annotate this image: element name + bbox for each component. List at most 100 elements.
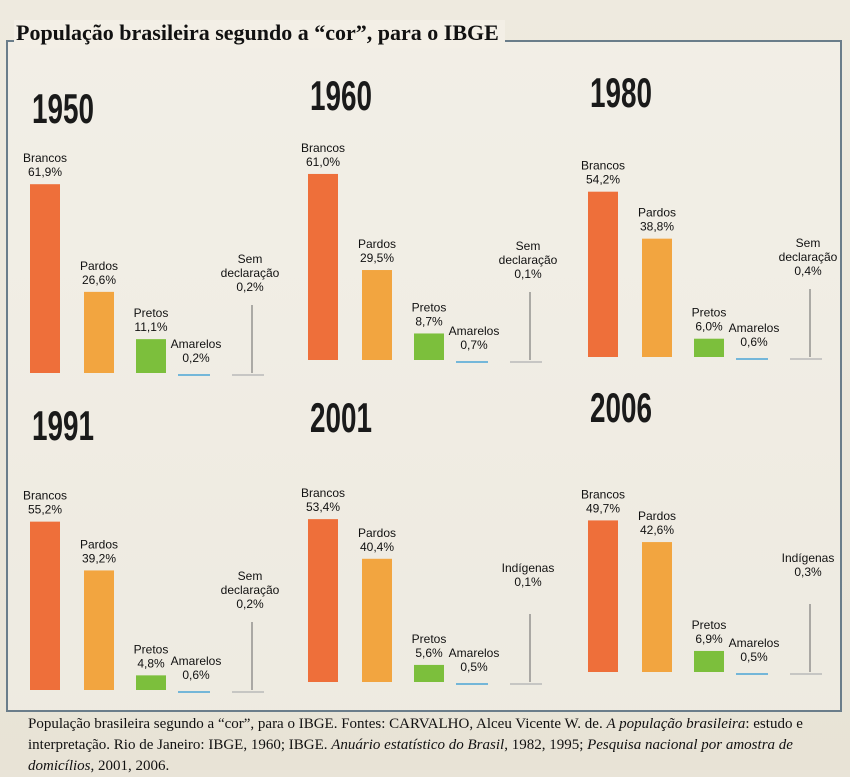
category-label: Amarelos (729, 321, 780, 335)
bar-pretos (136, 675, 166, 690)
bar-brancos (308, 173, 338, 360)
category-label: Amarelos (449, 646, 500, 660)
bar-brancos (588, 191, 618, 357)
category-label: declaração (221, 583, 280, 597)
value-label: 39,2% (82, 551, 116, 565)
value-label: 49,7% (586, 501, 620, 515)
category-label: Amarelos (171, 654, 222, 668)
bar-pardos (362, 270, 392, 360)
category-label: Sem (238, 252, 263, 266)
value-label: 29,5% (360, 251, 394, 265)
bar-pardos (84, 291, 114, 373)
chart-panel-2001: 2001 (308, 394, 542, 685)
value-label: 55,2% (28, 503, 62, 517)
category-label: Sem (796, 236, 821, 250)
value-label: 0,2% (236, 280, 264, 294)
bar-pretos (694, 650, 724, 672)
value-label: 0,6% (740, 335, 768, 349)
value-label: 38,8% (640, 220, 674, 234)
category-label: Pardos (358, 526, 396, 540)
category-label: Brancos (581, 159, 625, 173)
chart-panel-1980: 1980 (588, 69, 822, 360)
category-label: Pardos (80, 537, 118, 551)
bar-pardos (84, 570, 114, 690)
value-label: 40,4% (360, 540, 394, 554)
category-label: Brancos (301, 486, 345, 500)
bar-pardos (642, 238, 672, 357)
category-label: Pardos (358, 237, 396, 251)
category-label: Pretos (692, 306, 727, 320)
category-label: Indígenas (502, 561, 555, 575)
chart-panel-1991: 1991 (30, 402, 264, 693)
value-label: 54,2% (586, 173, 620, 187)
category-label: Amarelos (729, 636, 780, 650)
value-label: 0,2% (236, 597, 264, 611)
category-label: Pardos (80, 259, 118, 273)
category-label: Pretos (134, 306, 169, 320)
caption-text-4: , 2001, 2006. (90, 758, 170, 774)
category-label: Pardos (638, 509, 676, 523)
source-caption: População brasileira segundo a “cor”, pa… (28, 714, 848, 777)
category-label: declaração (499, 253, 558, 267)
category-label: Sem (516, 239, 541, 253)
category-label: Sem (238, 569, 263, 583)
category-label: Brancos (23, 489, 67, 503)
chart-year-title: 2001 (310, 394, 372, 441)
chart-year-title: 1980 (590, 69, 652, 116)
value-label: 61,0% (306, 155, 340, 169)
value-label: 0,1% (514, 267, 542, 281)
category-label: Amarelos (449, 324, 500, 338)
chart-year-title: 2006 (590, 384, 652, 431)
category-label: Indígenas (782, 551, 835, 565)
value-label: 0,5% (460, 660, 488, 674)
bar-pretos (694, 338, 724, 357)
category-label: Pretos (412, 300, 447, 314)
chart-frame (6, 40, 842, 712)
category-label: Pardos (638, 206, 676, 220)
bar-brancos (588, 520, 618, 672)
value-label: 42,6% (640, 523, 674, 537)
bar-pardos (362, 558, 392, 682)
chart-year-title: 1991 (32, 402, 94, 449)
value-label: 5,6% (415, 646, 443, 660)
caption-text-2: : estudo e interpretação. Rio de Janeiro… (28, 716, 803, 753)
value-label: 0,4% (794, 264, 822, 278)
value-label: 0,2% (182, 351, 210, 365)
category-label: declaração (221, 266, 280, 280)
caption-text-3: , 1982, 1995; (504, 737, 588, 753)
bar-pretos (136, 339, 166, 373)
category-label: Pretos (692, 618, 727, 632)
category-label: declaração (779, 250, 838, 264)
chart-year-title: 1950 (32, 85, 94, 132)
category-label: Brancos (23, 151, 67, 165)
bar-pretos (414, 664, 444, 682)
chart-year-title: 1960 (310, 72, 372, 119)
value-label: 26,6% (82, 273, 116, 287)
category-label: Brancos (581, 487, 625, 501)
chart-panel-1950: 1950 (30, 85, 264, 376)
value-label: 0,7% (460, 338, 488, 352)
bar-brancos (30, 521, 60, 690)
value-label: 8,7% (415, 314, 443, 328)
bar-pardos (642, 542, 672, 672)
value-label: 0,1% (514, 575, 542, 589)
value-label: 11,1% (134, 320, 167, 334)
value-label: 6,9% (695, 632, 723, 646)
value-label: 0,5% (740, 650, 768, 664)
value-label: 6,0% (695, 320, 723, 334)
value-label: 4,8% (137, 656, 165, 670)
value-label: 53,4% (306, 500, 340, 514)
category-label: Pretos (134, 642, 169, 656)
caption-italic-1: A população brasileira (606, 716, 746, 732)
caption-text-1: População brasileira segundo a “cor”, pa… (28, 716, 607, 732)
value-label: 0,6% (182, 668, 210, 682)
bar-pretos (414, 333, 444, 360)
bar-brancos (30, 184, 60, 373)
category-label: Amarelos (171, 337, 222, 351)
chart-panel-1960: 1960 (308, 72, 542, 363)
page-title: População brasileira segundo a “cor”, pa… (14, 20, 505, 48)
category-label: Brancos (301, 141, 345, 155)
value-label: 0,3% (794, 565, 822, 579)
category-label: Pretos (412, 632, 447, 646)
charts-canvas: 1950Brancos61,9%Pardos26,6%Pretos11,1%Am… (23, 69, 838, 693)
